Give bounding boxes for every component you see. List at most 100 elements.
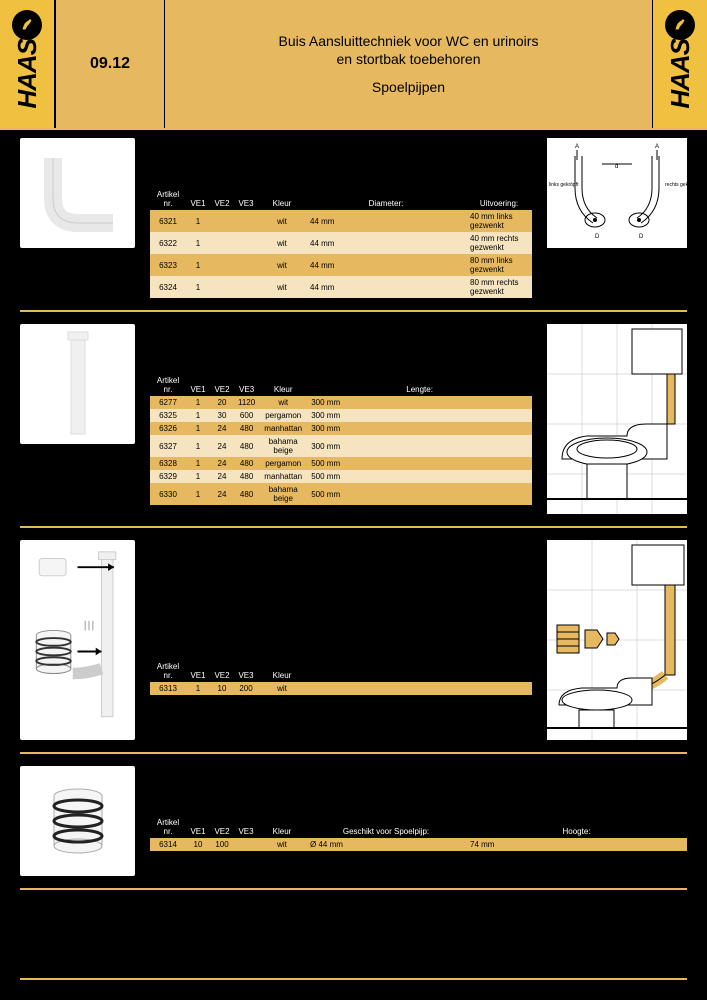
table-cell: 6321 xyxy=(150,210,186,232)
product-image-3 xyxy=(20,540,135,740)
table-3: Artikel nr.VE1VE2VE3Kleur 6313110200wit xyxy=(150,660,532,695)
table-cell: wit xyxy=(258,232,306,254)
table-cell: 6277 xyxy=(150,396,186,409)
diagram-3 xyxy=(547,540,687,740)
table-cell: 6326 xyxy=(150,422,186,435)
table-cell xyxy=(210,210,234,232)
title-line2: en stortbak toebehoren xyxy=(337,51,481,67)
table-header: VE1 xyxy=(186,660,210,682)
table-cell: 24 xyxy=(210,435,234,457)
table-cell xyxy=(306,682,532,695)
table-row: 631410100witØ 44 mm74 mm xyxy=(150,838,687,851)
table-cell: manhattan xyxy=(259,422,307,435)
diagram-2 xyxy=(547,324,687,514)
svg-text:D: D xyxy=(639,234,644,240)
table-cell: 80 mm rechts gezwenkt xyxy=(466,276,532,298)
table-cell: 480 xyxy=(234,483,259,505)
table-cell: 100 xyxy=(210,838,234,851)
table-1: Artikel nr.VE1VE2VE3KleurDiameter:Uitvoe… xyxy=(150,188,532,298)
table-header: VE3 xyxy=(234,188,258,210)
table-cell: bahama beige xyxy=(259,435,307,457)
logo-icon xyxy=(665,10,695,40)
table-cell: wit xyxy=(258,838,306,851)
table-cell: 500 mm xyxy=(307,457,532,470)
svg-text:A: A xyxy=(655,144,659,150)
table-row: 6330124480bahama beige500 mm xyxy=(150,483,532,505)
logo-icon xyxy=(12,10,42,40)
table-cell: 44 mm xyxy=(306,210,466,232)
table-cell: 6313 xyxy=(150,682,186,695)
table-cell: 300 mm xyxy=(307,409,532,422)
table-cell: manhattan xyxy=(259,470,307,483)
title-line3: Spoelpijpen xyxy=(372,79,445,95)
table-cell: 1 xyxy=(186,457,210,470)
table-cell: 10 xyxy=(186,838,210,851)
table-header: Uitvoering: xyxy=(466,188,532,210)
section-1: Artikel nr.VE1VE2VE3KleurDiameter:Uitvoe… xyxy=(0,130,707,306)
divider xyxy=(20,310,687,312)
table-row: 6313110200wit xyxy=(150,682,532,695)
table-cell: 6323 xyxy=(150,254,186,276)
product-image-4 xyxy=(20,766,135,876)
brand-text-left: HAAS xyxy=(12,39,43,109)
table-cell: 6322 xyxy=(150,232,186,254)
table-cell: 1 xyxy=(186,682,210,695)
svg-text:A: A xyxy=(575,144,579,150)
table-header: Kleur xyxy=(258,660,306,682)
table-cell xyxy=(234,276,258,298)
table-header: VE1 xyxy=(186,816,210,838)
table-header: Kleur xyxy=(258,816,306,838)
table-row: 63211wit44 mm40 mm links gezwenkt xyxy=(150,210,532,232)
table-cell xyxy=(210,254,234,276)
table-cell: 6330 xyxy=(150,483,186,505)
header-left-brand: HAAS xyxy=(0,0,55,128)
table-cell: 1 xyxy=(186,409,210,422)
table-cell: bahama beige xyxy=(259,483,307,505)
table-header: VE3 xyxy=(234,374,259,396)
table-cell: pergamon xyxy=(259,457,307,470)
table-header: VE2 xyxy=(210,816,234,838)
table-cell: 40 mm links gezwenkt xyxy=(466,210,532,232)
table-cell: 20 xyxy=(210,396,234,409)
table-row: 6326124480manhattan300 mm xyxy=(150,422,532,435)
table-cell: 500 mm xyxy=(307,470,532,483)
table-header: Hoogte: xyxy=(466,816,687,838)
table-header xyxy=(306,660,532,682)
table-cell: 1 xyxy=(186,232,210,254)
table-header: Lengte: xyxy=(307,374,532,396)
table-cell: 1 xyxy=(186,483,210,505)
table-cell: 24 xyxy=(210,470,234,483)
table-header: Artikel nr. xyxy=(150,188,186,210)
table-cell: 44 mm xyxy=(306,254,466,276)
table-container-2: Artikel nr.VE1VE2VE3KleurLengte: 6277120… xyxy=(150,324,532,505)
table-header: VE3 xyxy=(234,660,258,682)
table-2: Artikel nr.VE1VE2VE3KleurLengte: 6277120… xyxy=(150,374,532,505)
table-header: Kleur xyxy=(258,188,306,210)
table-cell: 1120 xyxy=(234,396,259,409)
table-cell: pergamon xyxy=(259,409,307,422)
table-container-4: Artikel nr.VE1VE2VE3KleurGeschikt voor S… xyxy=(150,766,687,851)
svg-text:d: d xyxy=(615,164,618,170)
table-cell: 600 xyxy=(234,409,259,422)
header-title: Buis Aansluittechniek voor WC en urinoir… xyxy=(165,0,652,128)
table-4: Artikel nr.VE1VE2VE3KleurGeschikt voor S… xyxy=(150,816,687,851)
header: HAAS 09.12 Buis Aansluittechniek voor WC… xyxy=(0,0,707,130)
table-cell: 300 mm xyxy=(307,435,532,457)
table-header: Geschikt voor Spoelpijp: xyxy=(306,816,466,838)
title-line1: Buis Aansluittechniek voor WC en urinoir… xyxy=(279,33,539,49)
table-cell: 1 xyxy=(186,396,210,409)
table-cell: 6324 xyxy=(150,276,186,298)
table-cell: 300 mm xyxy=(307,396,532,409)
table-row: 63221wit44 mm40 mm rechts gezwenkt xyxy=(150,232,532,254)
table-cell xyxy=(234,210,258,232)
table-header: Artikel nr. xyxy=(150,374,186,396)
table-cell: 300 mm xyxy=(307,422,532,435)
table-cell: 6325 xyxy=(150,409,186,422)
table-cell: 44 mm xyxy=(306,232,466,254)
table-cell: 1 xyxy=(186,422,210,435)
table-cell: wit xyxy=(258,210,306,232)
table-header: VE2 xyxy=(210,188,234,210)
table-row: 6329124480manhattan500 mm xyxy=(150,470,532,483)
product-image-2 xyxy=(20,324,135,444)
footer-space xyxy=(0,894,707,974)
